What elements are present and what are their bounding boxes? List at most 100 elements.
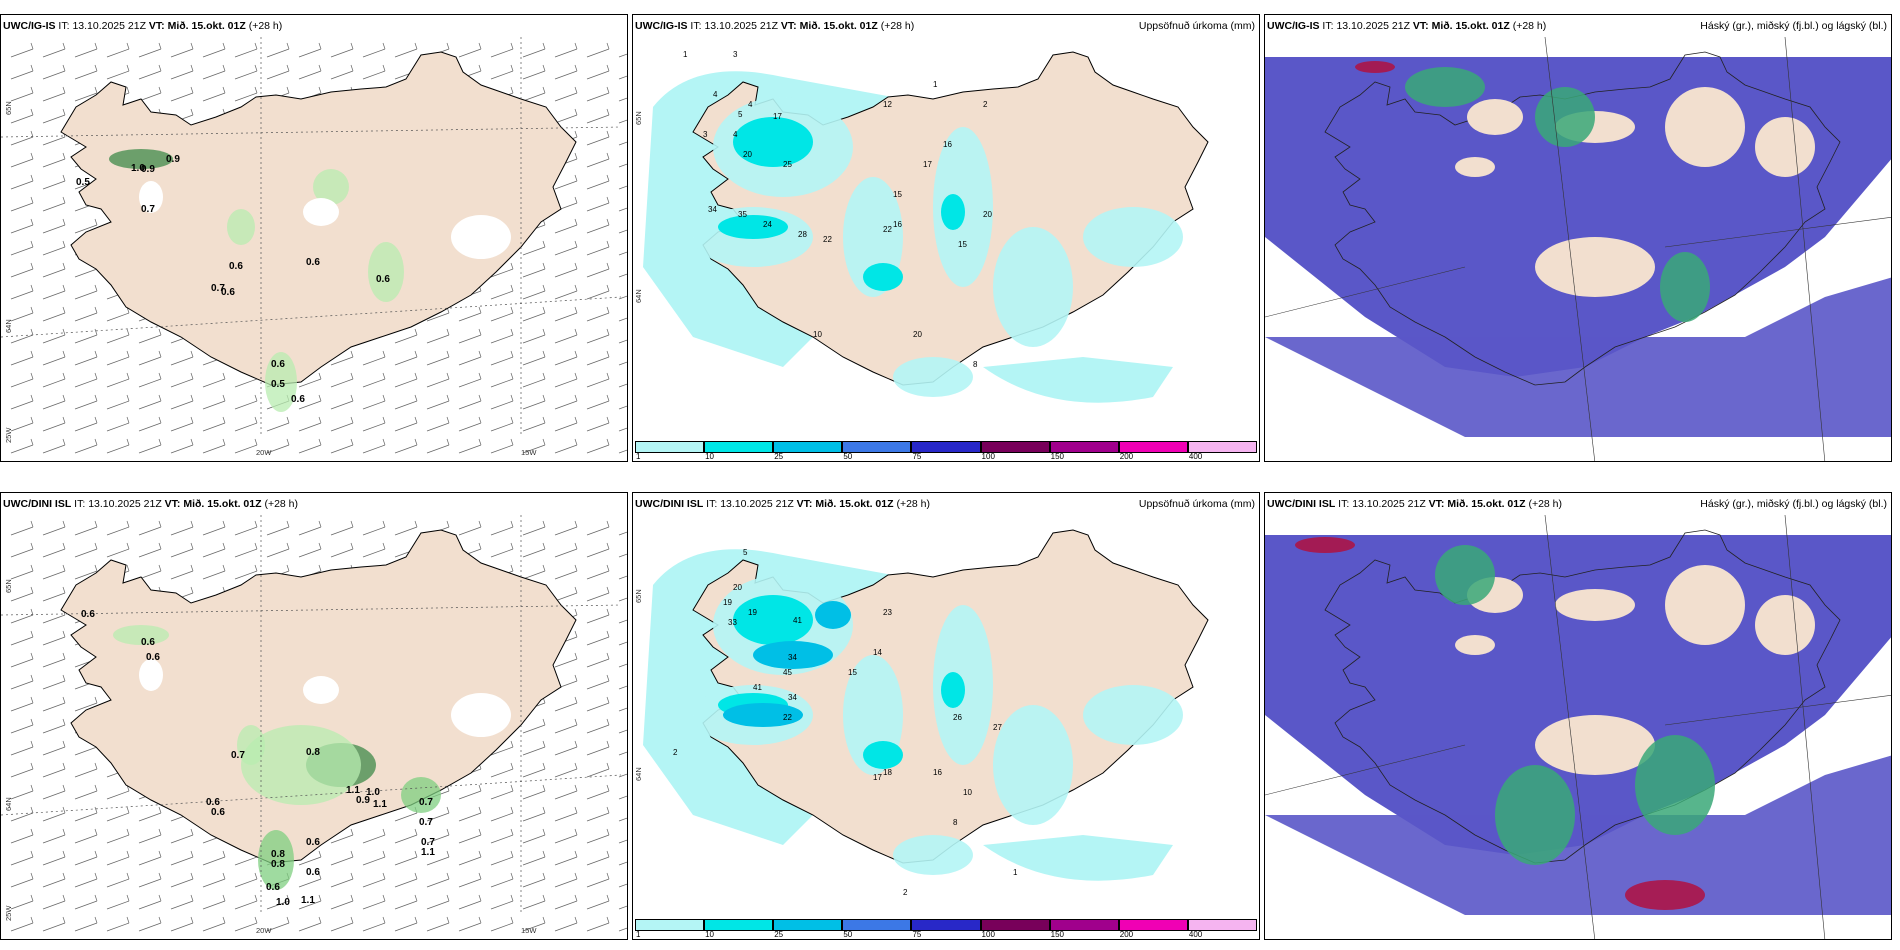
wind-barb [298,64,322,80]
wind-barb [458,416,482,432]
wind-barb [138,416,162,432]
wind-barb [362,42,386,58]
wind-barb [74,306,98,322]
wind-barb [586,350,610,366]
map-value-label: 16 [893,220,902,229]
wind-barb [362,372,386,388]
graticule-line [1,296,622,338]
wind-barb [42,306,66,322]
wind-barb [586,372,610,388]
colorbar-swatch [704,919,774,931]
map-value-label: 0.9 [141,164,155,175]
precip-area [983,357,1173,403]
wind-barb [586,872,610,888]
wind-barb [42,674,66,690]
wind-barb [426,416,450,432]
wind-barb [522,564,546,580]
wind-barb [490,806,514,822]
wind-barb [426,916,450,932]
wind-barb [394,328,418,344]
wind-barb [106,64,130,80]
map-value-label: 16 [933,768,942,777]
map-value-label: 0.6 [306,867,320,878]
map-value-label: 17 [873,773,882,782]
wind-barb [202,394,226,410]
wind-barb [554,784,578,800]
wind-barb [394,394,418,410]
map-panel-igis-precip: UWC/IG-IS IT: 13.10.2025 21Z VT: Mið. 15… [632,14,1260,462]
wind-barb [490,740,514,756]
map-value-label: 5 [743,548,748,557]
wind-barb [106,828,130,844]
wind-barb [42,740,66,756]
masked-area [303,198,339,226]
wind-barb [330,42,354,58]
map-value-label: 19 [723,598,732,607]
wind-barb [42,42,66,58]
precip-area-mid [718,215,788,239]
map-value-label: 0.6 [206,797,220,808]
wind-barb [426,394,450,410]
wind-barb [42,86,66,102]
colorbar-tick: 400 [1188,452,1203,461]
lat-tick: 65N [4,101,13,115]
wind-barb [106,372,130,388]
map-value-label: 0.6 [291,394,305,405]
map-value-label: 0.8 [271,849,285,860]
wind-barb [618,119,627,124]
wind-barb [74,218,98,234]
panel-header: UWC/DINI ISL IT: 13.10.2025 21Z VT: Mið.… [635,498,931,510]
wind-barb [362,850,386,866]
map-value-label: 2 [983,100,988,109]
wind-barb [106,916,130,932]
map-value-label: 15 [893,190,902,199]
precip-area-mid [733,595,813,645]
wind-barb [170,542,194,558]
wind-barb [586,674,610,690]
wind-barb [298,42,322,58]
wind-barb [426,850,450,866]
map-value-label: 0.8 [271,859,285,870]
wind-barb [554,586,578,602]
wind-barb [586,394,610,410]
wind-barb [234,86,258,102]
wind-barb [74,828,98,844]
wind-barb [42,130,66,146]
wind-barb [618,449,627,454]
wind-barb [10,586,34,602]
lat-tick: 25W [4,905,13,921]
wind-barb [618,795,627,800]
wind-barb [586,174,610,190]
map-value-label: 0.6 [229,261,243,272]
wind-barb [106,872,130,888]
wind-barb [554,306,578,322]
colorbar-tick: 75 [912,452,922,461]
wind-barb [10,438,34,454]
wind-barb [618,575,627,580]
wind-barb [202,86,226,102]
wind-barb [234,64,258,80]
wind-barb [10,630,34,646]
wind-barb [10,130,34,146]
wind-barb [138,564,162,580]
wind-barb [522,542,546,558]
graticule-line [1,604,622,616]
map-value-label: 0.6 [376,274,390,285]
wind-barb [10,916,34,932]
wind-barb [74,872,98,888]
map-value-label: 45 [783,668,792,677]
wind-barb [618,619,627,624]
wind-barb [10,564,34,580]
wind-barb [42,262,66,278]
wind-barb [10,674,34,690]
map-value-label: 41 [793,616,802,625]
colorbar-swatch [635,919,705,931]
lat-tick: 65N [634,589,643,603]
wind-barb [266,894,290,910]
map-value-label: 20 [913,330,922,339]
colorbar-swatch [704,441,774,453]
map-value-label: 2 [903,888,908,897]
colorbar-tick: 50 [843,452,853,461]
wind-barb [522,520,546,536]
wind-barb [10,542,34,558]
